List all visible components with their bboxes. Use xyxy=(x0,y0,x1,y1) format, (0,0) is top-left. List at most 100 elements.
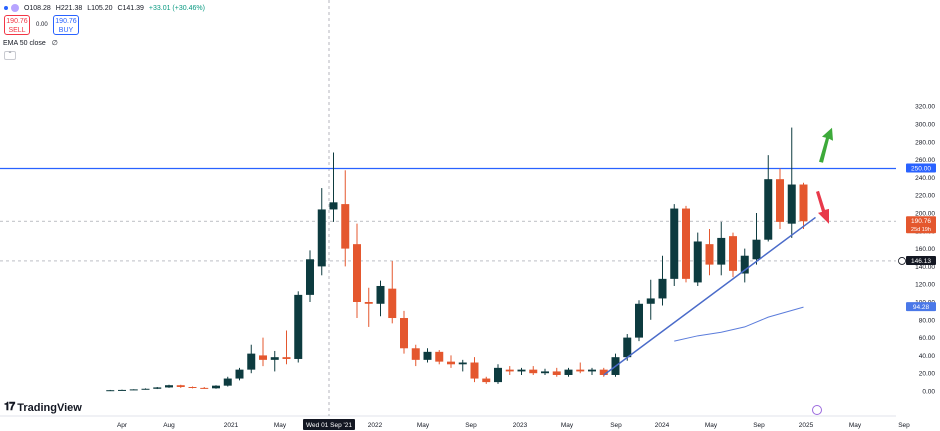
y-tick-label: 120.00 xyxy=(915,282,935,289)
candle-body xyxy=(752,239,761,260)
x-tick-label: 2025 xyxy=(799,422,814,429)
candle-body xyxy=(235,369,244,379)
y-tick-label: 300.00 xyxy=(915,122,935,129)
open-value: O108.28 xyxy=(23,4,51,12)
candle-body xyxy=(212,385,220,389)
candle-body xyxy=(552,371,561,375)
connection-dot-icon xyxy=(4,6,8,10)
candle-body xyxy=(646,298,655,304)
candle-body xyxy=(682,208,690,279)
y-tick-label: 40.00 xyxy=(919,353,936,360)
candle-body xyxy=(400,318,408,349)
candle-body xyxy=(317,209,326,267)
sell-price: 190.76 xyxy=(6,18,28,25)
crosshair-time-label-bg xyxy=(303,419,355,430)
x-tick-label: Apr xyxy=(117,422,128,429)
sell-button[interactable]: 190.76 SELL xyxy=(4,15,30,35)
candle-body xyxy=(435,351,444,362)
x-tick-label: Aug xyxy=(163,422,175,429)
low-value: L105.20 xyxy=(87,4,113,12)
x-tick-label: Sep xyxy=(610,422,622,429)
candle-body xyxy=(705,244,714,265)
candle-body xyxy=(259,355,267,360)
candle-body xyxy=(153,387,162,389)
candle-body xyxy=(517,369,526,372)
candle-body xyxy=(282,357,291,359)
ema-label: EMA 50 close xyxy=(3,40,46,47)
collapse-legend-button[interactable]: ⌃ xyxy=(4,51,16,60)
x-tick-label: May xyxy=(274,422,287,429)
price-label-bg xyxy=(906,163,936,173)
candle-body xyxy=(588,369,596,372)
buy-label: BUY xyxy=(58,27,74,34)
price-label: 250.00 xyxy=(911,166,931,173)
x-tick-label: May xyxy=(561,422,574,429)
candle-body xyxy=(423,351,432,360)
y-tick-label: 20.00 xyxy=(919,371,936,378)
candle-body xyxy=(329,202,338,210)
price-label-bg xyxy=(906,216,936,234)
candle-body xyxy=(188,386,197,388)
crosshair-time-label: Wed 01 Sep '21 xyxy=(306,422,352,429)
candle-body xyxy=(740,255,749,274)
x-tick-label: Sep xyxy=(465,422,477,429)
candle-body xyxy=(470,362,479,379)
candle-body xyxy=(635,303,643,338)
candle-body xyxy=(729,236,737,271)
x-tick-label: 2022 xyxy=(368,422,383,429)
candle-body xyxy=(341,204,350,249)
change-value: +33.01 (+30.46%) xyxy=(148,4,205,12)
arrow-down-icon xyxy=(816,190,829,224)
candle-body xyxy=(200,387,209,389)
candle-body xyxy=(505,369,514,372)
ema-legend[interactable]: EMA 50 close ∅ xyxy=(3,39,58,47)
buy-button[interactable]: 190.76 BUY xyxy=(53,15,79,35)
candle-body xyxy=(447,361,455,365)
tradingview-logo[interactable]: 𝟏𝟕 TradingView xyxy=(4,401,82,414)
candle-body xyxy=(129,389,138,391)
candle-body xyxy=(693,241,702,283)
candle-body xyxy=(141,388,150,390)
candle-body xyxy=(717,237,726,265)
replay-icon xyxy=(812,405,822,415)
candle-body xyxy=(482,378,491,383)
price-label: 146.13 xyxy=(911,258,931,265)
candle-body xyxy=(799,184,808,222)
spread-value: 0.00 xyxy=(36,22,48,28)
x-tick-label: Sep xyxy=(753,422,765,429)
x-tick-label: May xyxy=(417,422,430,429)
candle-body xyxy=(599,369,608,375)
candle-body xyxy=(576,369,585,372)
candle-body xyxy=(529,369,538,374)
y-tick-label: 260.00 xyxy=(915,157,935,164)
x-tick-label: 2021 xyxy=(224,422,239,429)
buy-price: 190.76 xyxy=(55,18,77,25)
price-label-bg xyxy=(906,302,936,312)
ohlc-header: O108.28 H221.38 L105.20 C141.39 +33.01 (… xyxy=(4,4,208,12)
candle-body xyxy=(564,369,573,375)
price-label-countdown: 25d 19h xyxy=(911,227,931,233)
x-tick-label: 2024 xyxy=(655,422,670,429)
y-tick-label: 320.00 xyxy=(915,104,935,111)
y-tick-label: 160.00 xyxy=(915,246,935,253)
candle-body xyxy=(411,348,420,360)
y-tick-label: 80.00 xyxy=(919,317,936,324)
candle-body xyxy=(165,385,173,388)
candle-body xyxy=(787,184,796,224)
close-value: C141.39 xyxy=(117,4,144,12)
x-tick-label: May xyxy=(705,422,718,429)
candle-body xyxy=(176,385,185,387)
candle-body xyxy=(106,390,115,392)
y-tick-label: 0.00 xyxy=(922,389,935,396)
candle-body xyxy=(388,288,397,319)
candle-body xyxy=(294,294,303,359)
candle-body xyxy=(541,371,549,374)
y-tick-label: 140.00 xyxy=(915,264,935,271)
candle-body xyxy=(270,357,279,360)
high-value: H221.38 xyxy=(55,4,83,12)
y-tick-label: 240.00 xyxy=(915,175,935,182)
price-label: 190.76 xyxy=(911,218,931,225)
candle-body xyxy=(458,362,467,365)
candle-body xyxy=(247,353,256,370)
